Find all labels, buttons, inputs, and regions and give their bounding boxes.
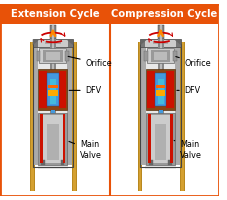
FancyBboxPatch shape [52,25,54,39]
Polygon shape [32,39,39,45]
FancyBboxPatch shape [137,42,138,191]
FancyBboxPatch shape [145,40,175,47]
Text: Orifice: Orifice [68,56,112,68]
FancyBboxPatch shape [150,50,170,62]
FancyBboxPatch shape [157,79,163,104]
FancyBboxPatch shape [141,42,142,191]
FancyBboxPatch shape [170,114,172,163]
FancyBboxPatch shape [50,79,56,104]
FancyBboxPatch shape [62,114,65,163]
Text: DFV: DFV [176,86,200,95]
FancyBboxPatch shape [38,69,67,110]
FancyBboxPatch shape [159,39,161,165]
FancyBboxPatch shape [144,51,148,61]
FancyBboxPatch shape [153,52,167,60]
FancyBboxPatch shape [155,90,165,96]
FancyBboxPatch shape [34,42,35,191]
FancyBboxPatch shape [148,114,150,163]
FancyBboxPatch shape [154,124,166,160]
FancyBboxPatch shape [141,45,146,165]
FancyBboxPatch shape [67,45,72,165]
Polygon shape [140,39,147,45]
FancyBboxPatch shape [37,40,68,47]
FancyBboxPatch shape [37,44,68,169]
FancyBboxPatch shape [158,110,162,119]
FancyBboxPatch shape [157,39,163,165]
FancyBboxPatch shape [36,51,40,61]
FancyBboxPatch shape [1,4,108,24]
FancyBboxPatch shape [179,42,184,191]
Text: Compression Cycle: Compression Cycle [111,9,217,19]
FancyBboxPatch shape [168,160,171,165]
FancyBboxPatch shape [43,50,62,62]
FancyBboxPatch shape [0,4,218,196]
FancyBboxPatch shape [38,113,67,165]
Text: Main
Valve: Main Valve [69,140,101,160]
FancyBboxPatch shape [48,90,57,96]
FancyBboxPatch shape [145,44,175,169]
FancyBboxPatch shape [146,69,174,110]
FancyBboxPatch shape [183,42,184,191]
FancyBboxPatch shape [30,42,31,191]
FancyBboxPatch shape [51,110,54,119]
Text: DFV: DFV [69,86,101,95]
Polygon shape [66,39,73,45]
FancyBboxPatch shape [48,85,57,88]
FancyBboxPatch shape [30,42,35,191]
FancyBboxPatch shape [72,42,77,191]
FancyBboxPatch shape [137,42,142,191]
FancyBboxPatch shape [65,51,69,61]
FancyBboxPatch shape [146,113,174,165]
FancyBboxPatch shape [46,52,59,60]
FancyBboxPatch shape [41,160,45,165]
FancyBboxPatch shape [47,124,58,160]
FancyBboxPatch shape [148,160,152,165]
FancyBboxPatch shape [147,48,173,63]
FancyBboxPatch shape [50,39,56,165]
FancyBboxPatch shape [159,25,161,39]
FancyBboxPatch shape [39,71,47,108]
FancyBboxPatch shape [148,115,171,163]
FancyBboxPatch shape [40,114,43,163]
FancyBboxPatch shape [72,42,73,191]
FancyBboxPatch shape [50,25,56,39]
FancyBboxPatch shape [140,39,180,47]
FancyBboxPatch shape [45,41,60,44]
FancyBboxPatch shape [58,71,66,108]
Text: Extension Cycle: Extension Cycle [10,9,99,19]
FancyBboxPatch shape [32,39,73,47]
FancyBboxPatch shape [147,71,154,108]
FancyBboxPatch shape [157,25,163,39]
FancyBboxPatch shape [47,73,58,106]
FancyBboxPatch shape [60,160,64,165]
FancyBboxPatch shape [155,85,165,88]
FancyBboxPatch shape [179,42,180,191]
FancyBboxPatch shape [172,51,176,61]
FancyBboxPatch shape [41,115,64,163]
FancyBboxPatch shape [39,48,66,63]
FancyBboxPatch shape [166,71,173,108]
FancyBboxPatch shape [110,4,217,24]
FancyBboxPatch shape [76,42,77,191]
FancyBboxPatch shape [34,45,38,165]
Text: Orifice: Orifice [175,57,210,68]
Text: Main
Valve: Main Valve [173,140,201,160]
FancyBboxPatch shape [52,39,54,165]
FancyBboxPatch shape [154,73,166,106]
Polygon shape [173,39,180,45]
FancyBboxPatch shape [174,45,179,165]
FancyBboxPatch shape [152,41,168,44]
